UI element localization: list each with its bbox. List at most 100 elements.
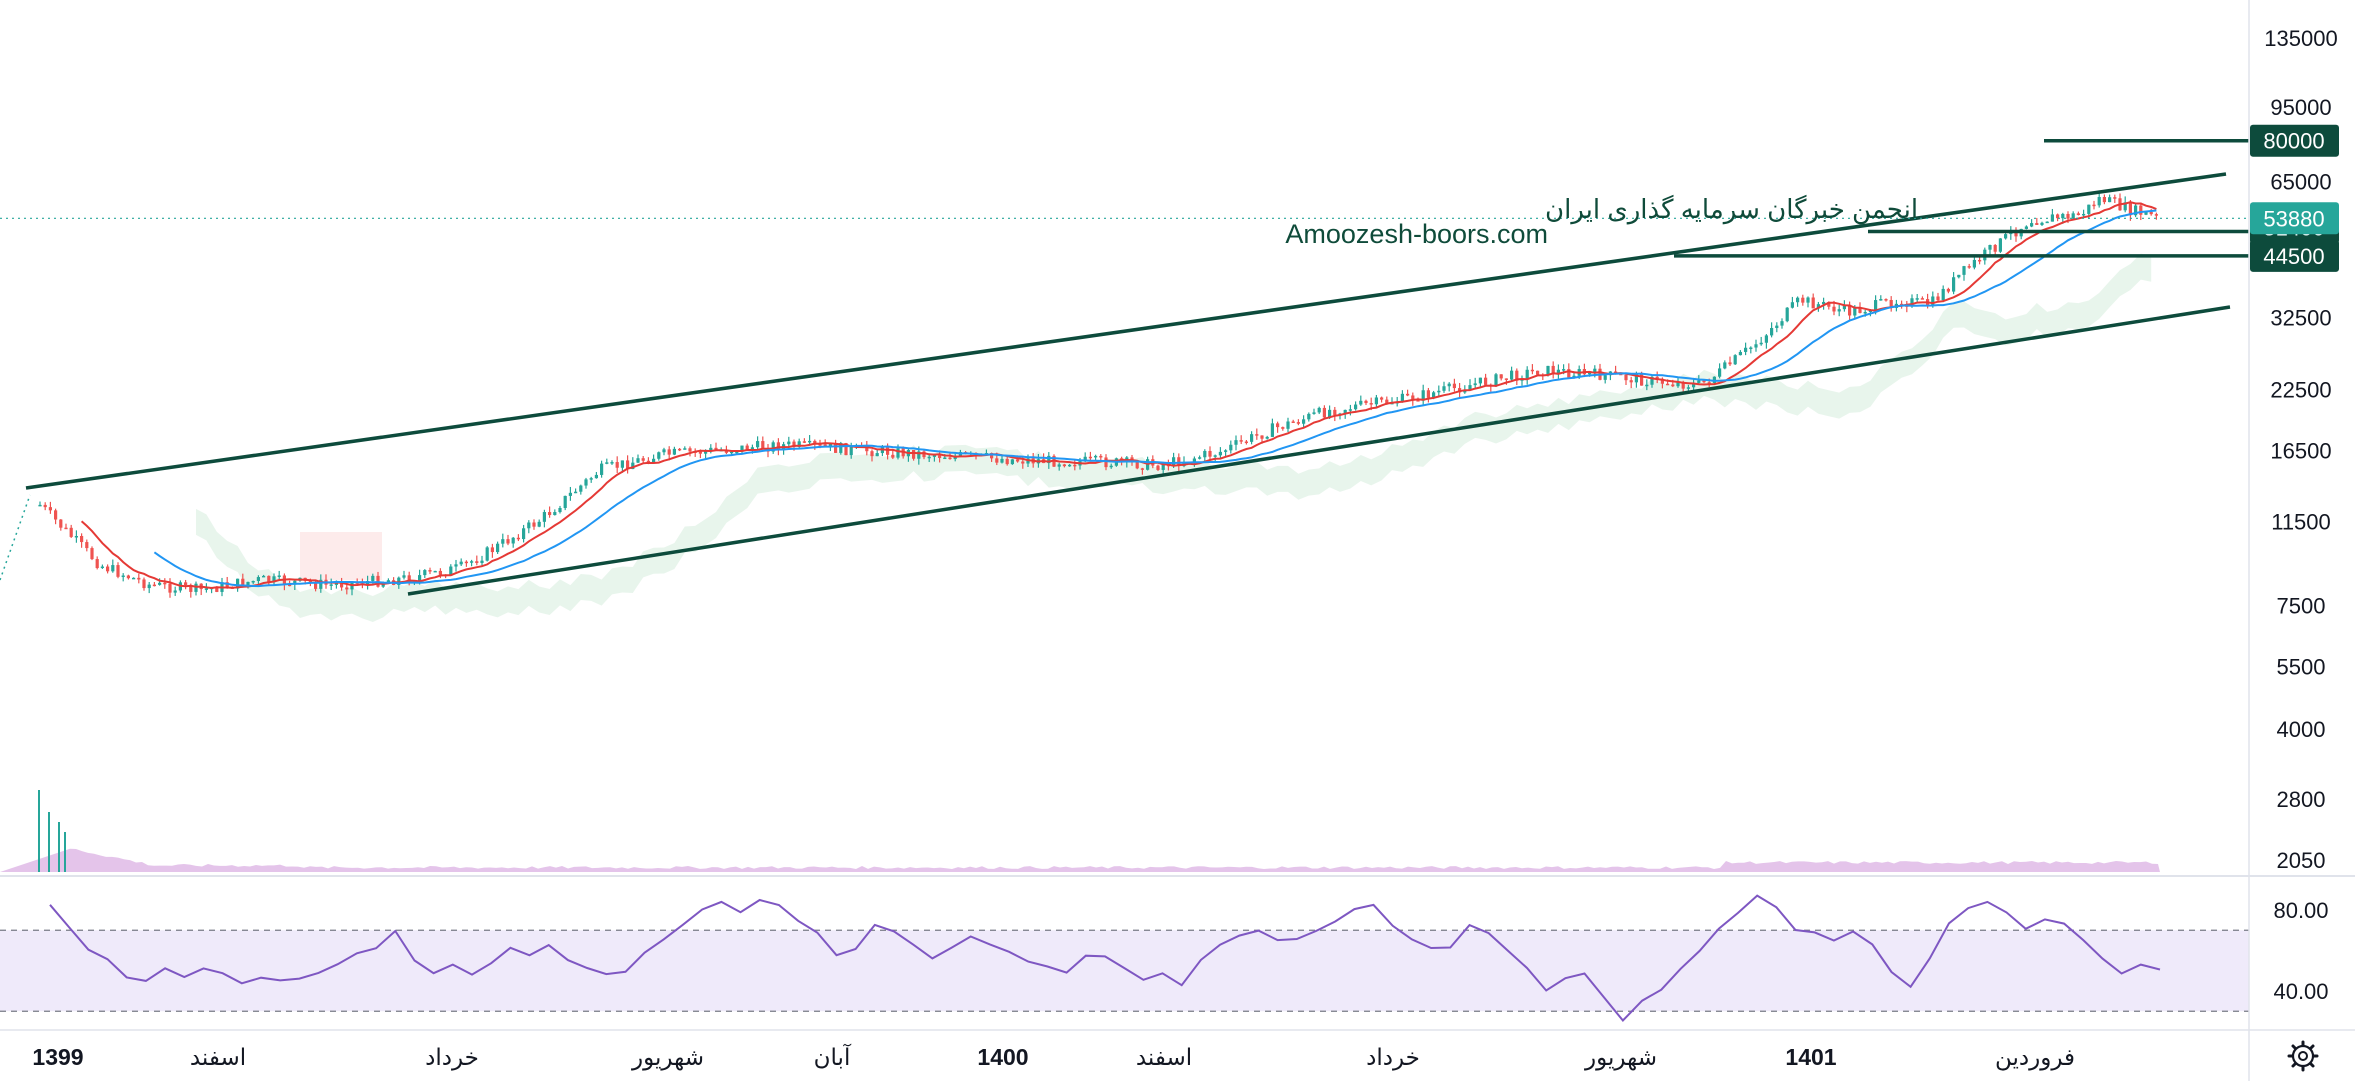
candle[interactable]: [308, 580, 312, 583]
candle[interactable]: [1494, 374, 1498, 387]
candle[interactable]: [2030, 223, 2034, 227]
candle[interactable]: [1801, 297, 1805, 303]
candle[interactable]: [2113, 197, 2117, 199]
candle[interactable]: [1588, 372, 1592, 375]
candle[interactable]: [1312, 412, 1316, 414]
candle[interactable]: [147, 584, 151, 589]
candle[interactable]: [823, 444, 827, 447]
candle[interactable]: [1562, 369, 1566, 371]
candle[interactable]: [1775, 325, 1779, 329]
candle[interactable]: [1754, 344, 1758, 348]
candle[interactable]: [137, 577, 141, 580]
candle[interactable]: [626, 460, 630, 470]
candle[interactable]: [1629, 380, 1633, 383]
candle[interactable]: [542, 512, 546, 522]
candle[interactable]: [1406, 393, 1410, 396]
candle[interactable]: [1447, 383, 1451, 387]
candle[interactable]: [938, 455, 942, 458]
candle[interactable]: [168, 583, 172, 593]
candle[interactable]: [709, 447, 713, 451]
candle[interactable]: [1551, 365, 1555, 375]
candle[interactable]: [787, 441, 791, 445]
candle[interactable]: [272, 576, 276, 583]
candle[interactable]: [870, 451, 874, 457]
candle[interactable]: [1889, 300, 1893, 308]
candle[interactable]: [1681, 381, 1685, 389]
candle[interactable]: [241, 578, 245, 587]
candle[interactable]: [1083, 456, 1087, 462]
candle[interactable]: [1941, 288, 1945, 301]
candle[interactable]: [1156, 465, 1160, 470]
candle[interactable]: [184, 582, 188, 586]
candle[interactable]: [1255, 434, 1259, 436]
candle[interactable]: [438, 570, 442, 575]
candle[interactable]: [1432, 392, 1436, 398]
candle[interactable]: [948, 457, 952, 460]
candle[interactable]: [288, 584, 292, 587]
candle[interactable]: [490, 547, 494, 553]
candle[interactable]: [1333, 409, 1337, 416]
candle[interactable]: [1640, 374, 1644, 386]
candle[interactable]: [797, 441, 801, 447]
candle[interactable]: [267, 575, 271, 583]
candle[interactable]: [1567, 369, 1571, 378]
candle[interactable]: [1718, 368, 1722, 377]
candle[interactable]: [1676, 381, 1680, 387]
candle[interactable]: [1515, 370, 1519, 381]
candle[interactable]: [1099, 455, 1103, 458]
candle[interactable]: [2102, 196, 2106, 203]
candle[interactable]: [345, 587, 349, 590]
candle[interactable]: [1915, 298, 1919, 300]
candle[interactable]: [1322, 407, 1326, 418]
candle[interactable]: [1473, 383, 1477, 386]
candle[interactable]: [896, 448, 900, 458]
candle[interactable]: [1369, 403, 1373, 405]
candle[interactable]: [1936, 296, 1940, 301]
candle[interactable]: [1946, 288, 1950, 292]
candle[interactable]: [704, 450, 708, 454]
trendlines-group[interactable]: [0, 138, 2249, 596]
candle[interactable]: [152, 584, 156, 587]
candle[interactable]: [1296, 422, 1300, 424]
candle[interactable]: [1536, 370, 1540, 375]
candle[interactable]: [756, 441, 760, 448]
candle[interactable]: [496, 543, 500, 553]
candle[interactable]: [1988, 244, 1992, 250]
candle[interactable]: [319, 579, 323, 589]
candle[interactable]: [2139, 205, 2143, 215]
candle[interactable]: [1250, 434, 1254, 442]
candle[interactable]: [2024, 226, 2028, 229]
candle[interactable]: [1218, 451, 1222, 456]
candle[interactable]: [522, 528, 526, 540]
candle[interactable]: [293, 580, 297, 585]
candle[interactable]: [459, 561, 463, 565]
candle[interactable]: [932, 455, 936, 457]
candle[interactable]: [64, 527, 68, 530]
price-axis[interactable]: 135000 95000 65000 32500 22500 16500 11500 7500…: [2264, 26, 2337, 873]
candle[interactable]: [1374, 397, 1378, 405]
candle[interactable]: [1655, 376, 1659, 379]
candle[interactable]: [1978, 259, 1982, 262]
candle[interactable]: [2071, 213, 2075, 219]
candle[interactable]: [912, 450, 916, 459]
candle[interactable]: [672, 448, 676, 455]
candle[interactable]: [1863, 311, 1867, 314]
candle[interactable]: [1858, 307, 1862, 313]
candle[interactable]: [1645, 384, 1649, 387]
candle[interactable]: [69, 527, 73, 537]
candle[interactable]: [2108, 197, 2112, 203]
candle[interactable]: [418, 575, 422, 582]
candle[interactable]: [657, 452, 661, 459]
candle[interactable]: [1759, 342, 1763, 345]
candle[interactable]: [111, 565, 115, 572]
candle[interactable]: [1510, 370, 1514, 380]
candle[interactable]: [683, 448, 687, 450]
candle[interactable]: [1738, 351, 1742, 356]
candle[interactable]: [262, 575, 266, 578]
candle[interactable]: [1177, 457, 1181, 467]
candle[interactable]: [553, 512, 557, 516]
candle[interactable]: [516, 537, 520, 540]
candle[interactable]: [678, 448, 682, 451]
candle[interactable]: [1385, 399, 1389, 404]
candle[interactable]: [2082, 213, 2086, 216]
